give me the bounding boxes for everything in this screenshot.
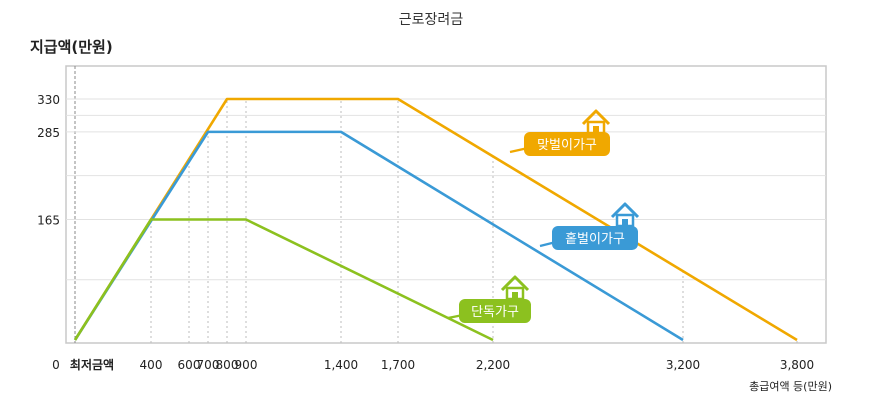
y-tick-label-285: 285 bbox=[37, 126, 60, 140]
legend-badge-box-2 bbox=[459, 299, 531, 323]
house-door-icon bbox=[622, 219, 628, 226]
series-line-2 bbox=[73, 218, 494, 342]
grid-lines bbox=[66, 98, 826, 281]
legend-badge-box-1 bbox=[552, 226, 638, 250]
y-tick-labels: 165 285 330 bbox=[37, 93, 60, 227]
x-tick-label-3200: 3,200 bbox=[666, 358, 700, 372]
guide-lines bbox=[150, 99, 798, 343]
house-icon bbox=[500, 275, 530, 292]
x-tick-label-1400: 1,400 bbox=[324, 358, 358, 372]
legend-badge-0: 맞벌이가구 bbox=[509, 109, 611, 156]
series-lines bbox=[73, 97, 798, 342]
y-axis-title: 지급액(만원) bbox=[30, 38, 113, 56]
legend-label-2: 단독가구 bbox=[471, 305, 519, 320]
legend-badge-1: 홑벌이가구 bbox=[539, 202, 640, 250]
y-tick-label-330: 330 bbox=[37, 93, 60, 107]
plot-frame bbox=[65, 65, 827, 344]
x-origin-label: 0 bbox=[52, 358, 60, 372]
y-tick-label-165: 165 bbox=[37, 214, 60, 228]
x-axis-title: 총급여액 등(만원) bbox=[749, 380, 832, 393]
legend-label-1: 홑벌이가구 bbox=[565, 232, 625, 247]
x-tick-label-600: 600 bbox=[178, 358, 201, 372]
x-tick-label-2200: 2,200 bbox=[476, 358, 510, 372]
x-tick-label-400: 400 bbox=[140, 358, 163, 372]
house-door-icon bbox=[512, 292, 518, 299]
house-door-icon bbox=[593, 126, 599, 133]
legend-label-0: 맞벌이가구 bbox=[537, 138, 597, 153]
x-tick-label-900: 900 bbox=[235, 358, 258, 372]
x-tick-label-800: 800 bbox=[216, 358, 239, 372]
house-icon bbox=[581, 109, 611, 126]
x-tick-label-700: 700 bbox=[197, 358, 220, 372]
chart-title: 근로장려금 bbox=[399, 12, 464, 28]
legend-badge-2: 단독가구 bbox=[447, 275, 531, 323]
x-tick-label-3800: 3,800 bbox=[780, 358, 814, 372]
x-min-wage-label: 최저금액 bbox=[70, 357, 114, 372]
house-icon bbox=[610, 202, 640, 219]
x-tick-label-1700: 1,700 bbox=[381, 358, 415, 372]
legend-badge-box-0 bbox=[524, 132, 610, 156]
